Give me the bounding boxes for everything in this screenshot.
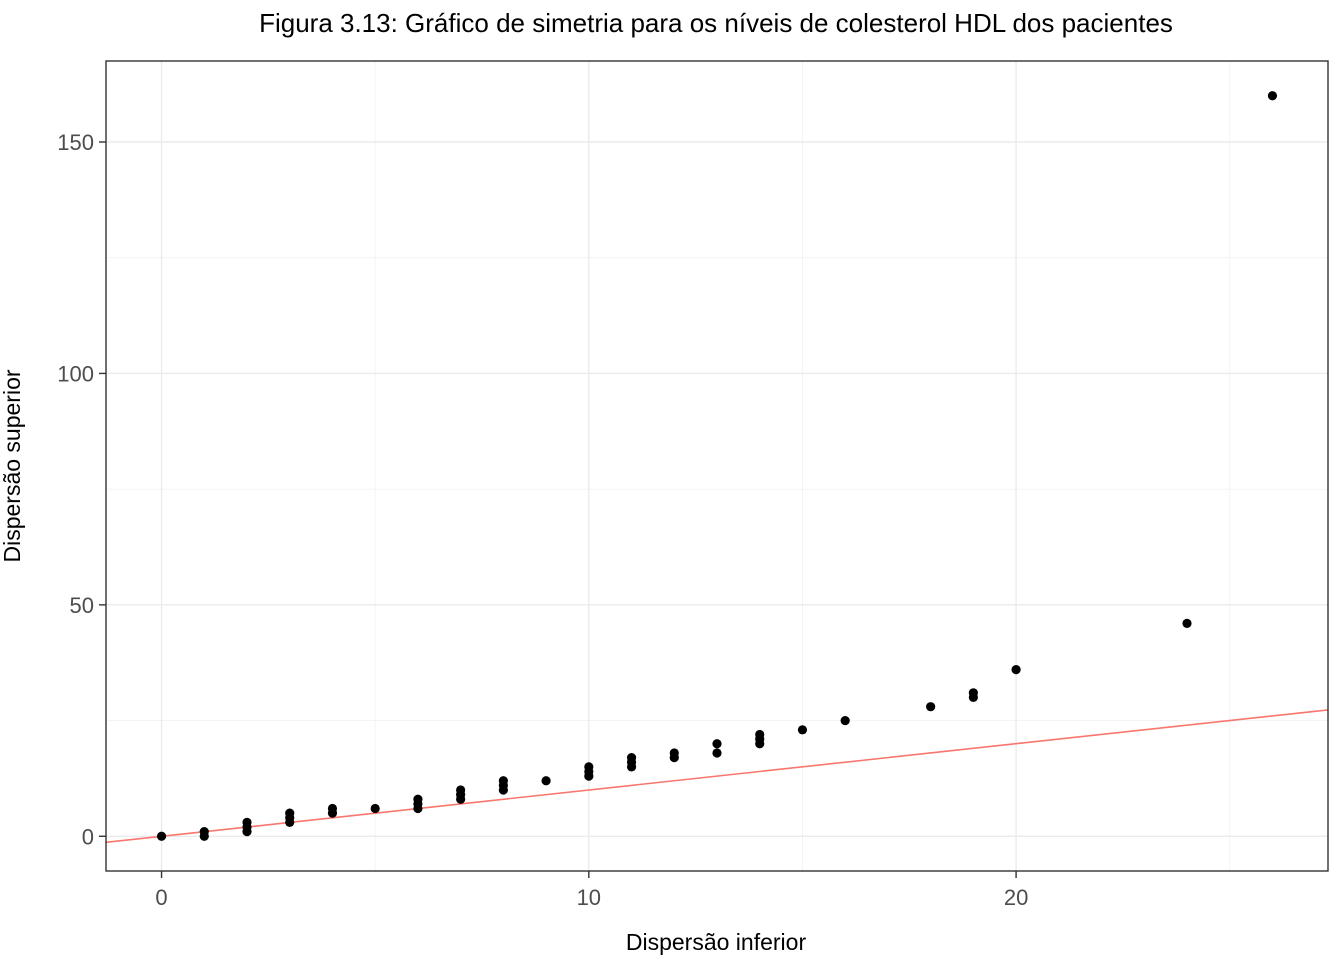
reference-line xyxy=(105,709,1329,844)
panel-background xyxy=(106,61,1328,871)
x-tick-label: 20 xyxy=(1004,885,1028,910)
y-axis: 0 50 100 150 xyxy=(57,130,106,849)
data-point xyxy=(156,831,167,841)
points-layer xyxy=(156,91,1278,841)
data-point xyxy=(199,827,209,837)
chart-title: Figura 3.13: Gráfico de simetria para os… xyxy=(259,8,1173,38)
data-point xyxy=(285,808,295,818)
y-tick-label: 150 xyxy=(57,130,94,155)
data-point xyxy=(242,817,252,828)
y-axis-title: Dispersão superior xyxy=(0,369,25,562)
data-point xyxy=(327,803,338,814)
data-point xyxy=(797,725,808,735)
data-point xyxy=(626,753,637,763)
data-point xyxy=(370,803,380,814)
y-tick-label: 100 xyxy=(57,361,94,386)
reference-line-layer xyxy=(105,709,1329,844)
minor-gridlines xyxy=(106,61,1328,871)
data-point xyxy=(926,702,936,712)
data-point xyxy=(584,762,594,772)
x-axis: 0 10 20 xyxy=(155,871,1028,910)
x-tick-label: 0 xyxy=(155,885,167,910)
data-point xyxy=(1182,618,1192,628)
data-point xyxy=(1011,665,1021,675)
data-point xyxy=(413,794,423,804)
data-point xyxy=(456,785,466,795)
panel-border xyxy=(105,60,1329,872)
data-point xyxy=(1267,91,1278,101)
plot-panel xyxy=(105,60,1329,872)
data-point xyxy=(498,776,508,786)
data-point xyxy=(712,748,722,758)
x-axis-title: Dispersão inferior xyxy=(626,929,807,955)
data-point xyxy=(968,688,978,698)
data-point xyxy=(669,748,679,758)
major-gridlines xyxy=(106,61,1328,871)
data-point xyxy=(541,776,551,786)
y-tick-label: 0 xyxy=(82,824,94,849)
data-point xyxy=(712,739,722,749)
y-tick-label: 50 xyxy=(70,593,94,618)
data-point xyxy=(840,715,850,726)
x-tick-label: 10 xyxy=(577,885,601,910)
data-point xyxy=(755,729,765,740)
